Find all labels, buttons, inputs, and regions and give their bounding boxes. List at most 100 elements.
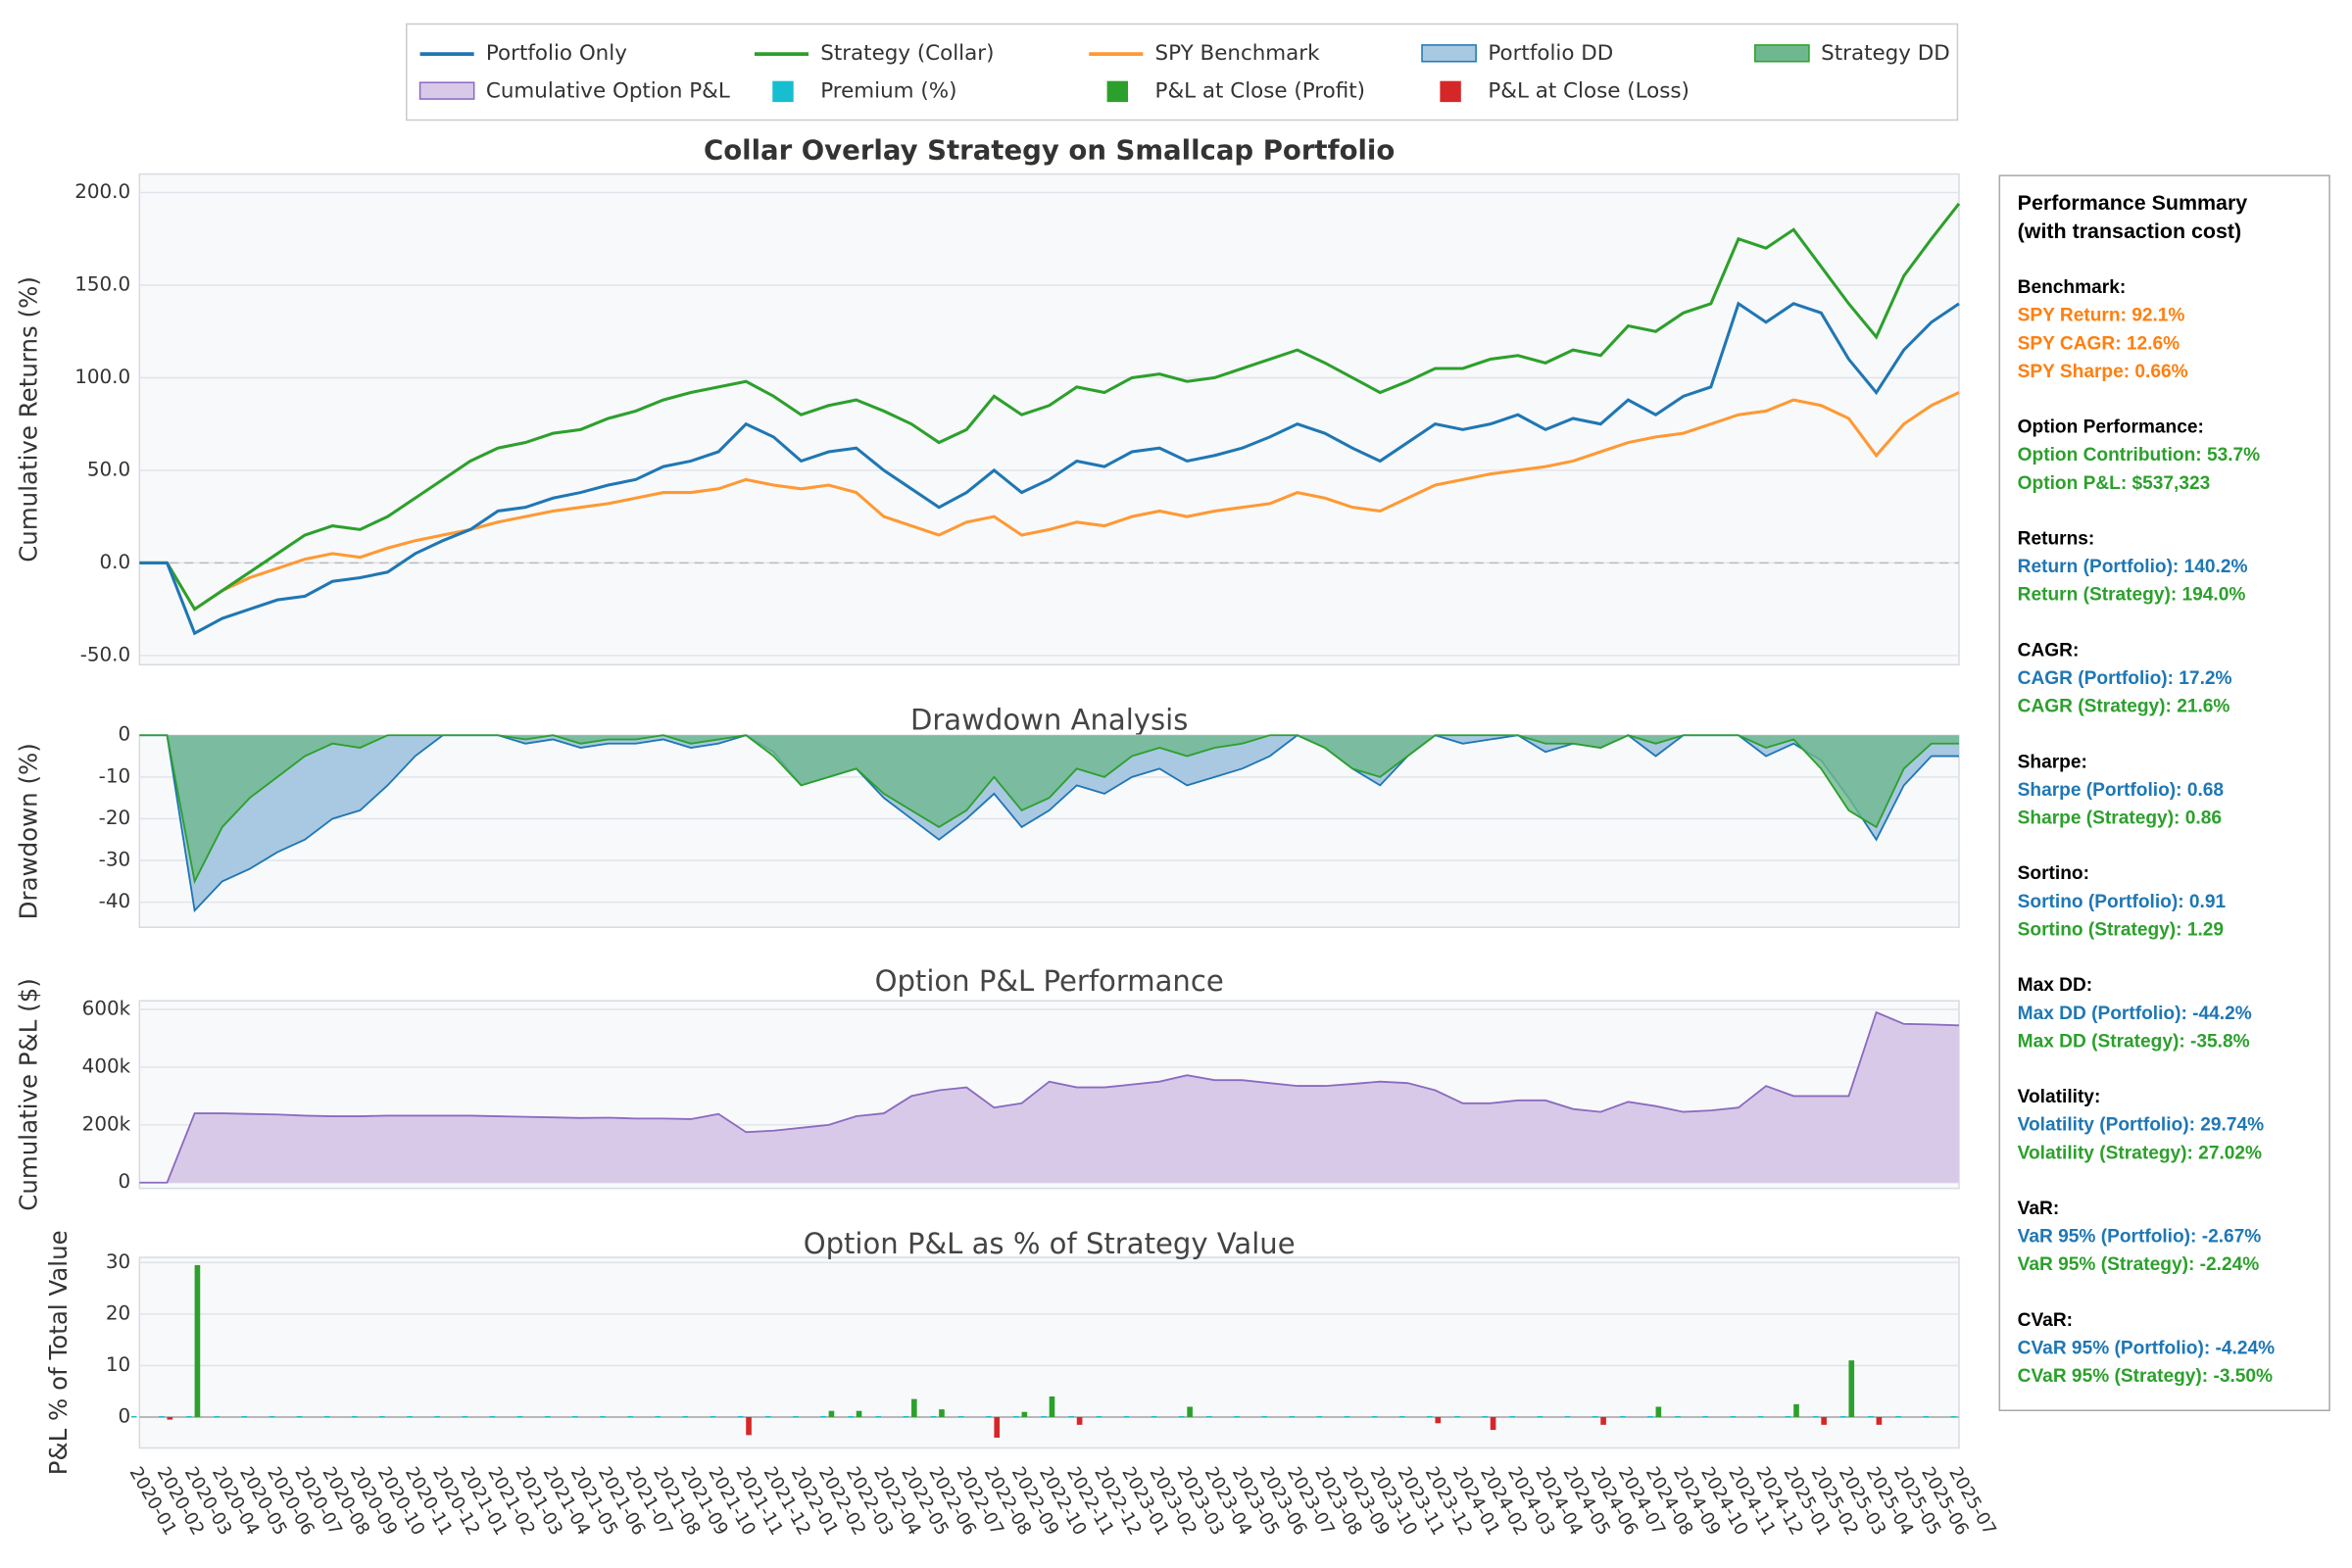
bar	[186, 1415, 192, 1418]
plot-area	[138, 1256, 1960, 1449]
y-tick-label: 0	[119, 1404, 131, 1427]
bar	[793, 1415, 799, 1418]
y-axis-label: Cumulative Returns (%)	[15, 276, 43, 563]
bar	[296, 1415, 303, 1418]
bar	[572, 1415, 578, 1418]
bar	[627, 1415, 633, 1418]
series-group	[130, 1264, 1959, 1439]
legend-label: Premium (%)	[820, 78, 956, 103]
bar	[159, 1415, 165, 1418]
y-tick-label: -30	[99, 849, 130, 871]
plot-area	[138, 172, 1960, 666]
y-tick-label: 200k	[82, 1112, 131, 1135]
line	[139, 391, 1960, 612]
bar	[544, 1415, 551, 1418]
bar	[911, 1398, 917, 1417]
y-tick-label: 0	[119, 1170, 131, 1193]
summary-line: SPY CAGR: 12.6%	[2018, 333, 2180, 354]
bar	[516, 1415, 523, 1418]
line	[139, 202, 1961, 612]
summary-heading: Volatility:	[2018, 1087, 2101, 1107]
bar	[1398, 1415, 1405, 1418]
bar	[434, 1415, 440, 1418]
bar	[1187, 1406, 1193, 1417]
subplot-title: Option P&L as % of Strategy Value	[804, 1227, 1296, 1260]
legend-swatch	[772, 80, 794, 103]
bar	[1013, 1415, 1019, 1418]
summary-heading: Max DD:	[2018, 975, 2093, 996]
bar	[1923, 1415, 1930, 1418]
legend-label: P&L at Close (Profit)	[1155, 78, 1365, 103]
bar	[214, 1415, 220, 1418]
bar	[1895, 1415, 1901, 1418]
bar	[820, 1415, 826, 1418]
summary-heading: Sharpe:	[2018, 752, 2087, 772]
summary-line: SPY Sharpe: 0.66%	[2018, 362, 2188, 382]
y-tick-label: 200.0	[74, 180, 130, 203]
summary-line: VaR 95% (Portfolio): -2.67%	[2018, 1227, 2262, 1248]
bar	[994, 1416, 1001, 1439]
area	[139, 735, 1959, 882]
summary-box	[1998, 174, 2330, 1411]
bar	[1655, 1406, 1662, 1417]
y-tick-label: 30	[106, 1250, 130, 1273]
bar	[1785, 1415, 1791, 1418]
bar	[655, 1415, 662, 1418]
y-tick-label: 20	[106, 1301, 130, 1324]
y-tick-label: 400k	[82, 1054, 131, 1077]
bar	[1876, 1416, 1883, 1425]
subplot-title: Drawdown Analysis	[910, 703, 1188, 736]
summary-line: CAGR (Portfolio): 17.2%	[2018, 668, 2232, 689]
bar	[194, 1264, 201, 1417]
legend-swatch	[1106, 80, 1129, 103]
bar	[746, 1416, 752, 1436]
bar	[269, 1415, 275, 1418]
summary-heading: CVaR:	[2018, 1310, 2073, 1331]
series-group	[139, 734, 1959, 913]
bar	[1435, 1416, 1442, 1424]
y-tick-label: 600k	[82, 998, 131, 1020]
legend-label: SPY Benchmark	[1155, 41, 1321, 66]
summary-line: Max DD (Strategy): -35.8%	[2018, 1031, 2250, 1052]
bar	[1868, 1415, 1874, 1418]
bar	[1757, 1415, 1764, 1418]
y-axis-label: Drawdown (%)	[15, 743, 43, 919]
legend-label: Cumulative Option P&L	[486, 78, 730, 103]
bar	[1730, 1415, 1737, 1418]
legend-box	[406, 23, 1959, 122]
bar	[1675, 1415, 1681, 1418]
subplot-title: Option P&L Performance	[875, 964, 1224, 998]
bar	[1096, 1415, 1102, 1418]
legend-label: Strategy DD	[1821, 41, 1950, 66]
bar	[489, 1415, 496, 1418]
bar	[1848, 1360, 1855, 1417]
bar	[1151, 1415, 1157, 1418]
bar	[856, 1410, 862, 1417]
bar	[351, 1415, 358, 1418]
bar	[379, 1415, 385, 1418]
legend-label: P&L at Close (Loss)	[1488, 78, 1690, 103]
bar	[1289, 1415, 1296, 1418]
bar	[1021, 1411, 1028, 1417]
bar	[1076, 1416, 1083, 1425]
bar	[1812, 1415, 1819, 1418]
bar	[323, 1415, 330, 1418]
bar	[1950, 1415, 1957, 1418]
series-group	[139, 202, 1961, 636]
bar	[600, 1415, 606, 1418]
y-axis-label: Cumulative P&L ($)	[15, 978, 43, 1211]
area	[139, 1012, 1959, 1183]
legend-swatch	[1754, 44, 1810, 63]
bar	[682, 1415, 689, 1418]
y-tick-label: -20	[99, 807, 130, 829]
summary-heading: VaR:	[2018, 1199, 2060, 1219]
bar	[1600, 1416, 1606, 1425]
series-group	[139, 1010, 1960, 1184]
bar	[985, 1415, 992, 1418]
y-tick-label: -40	[99, 890, 130, 912]
bar	[1564, 1415, 1571, 1418]
bar	[241, 1415, 248, 1418]
summary-heading: CAGR:	[2018, 640, 2080, 661]
summary-line: CVaR 95% (Portfolio): -4.24%	[2018, 1339, 2275, 1359]
